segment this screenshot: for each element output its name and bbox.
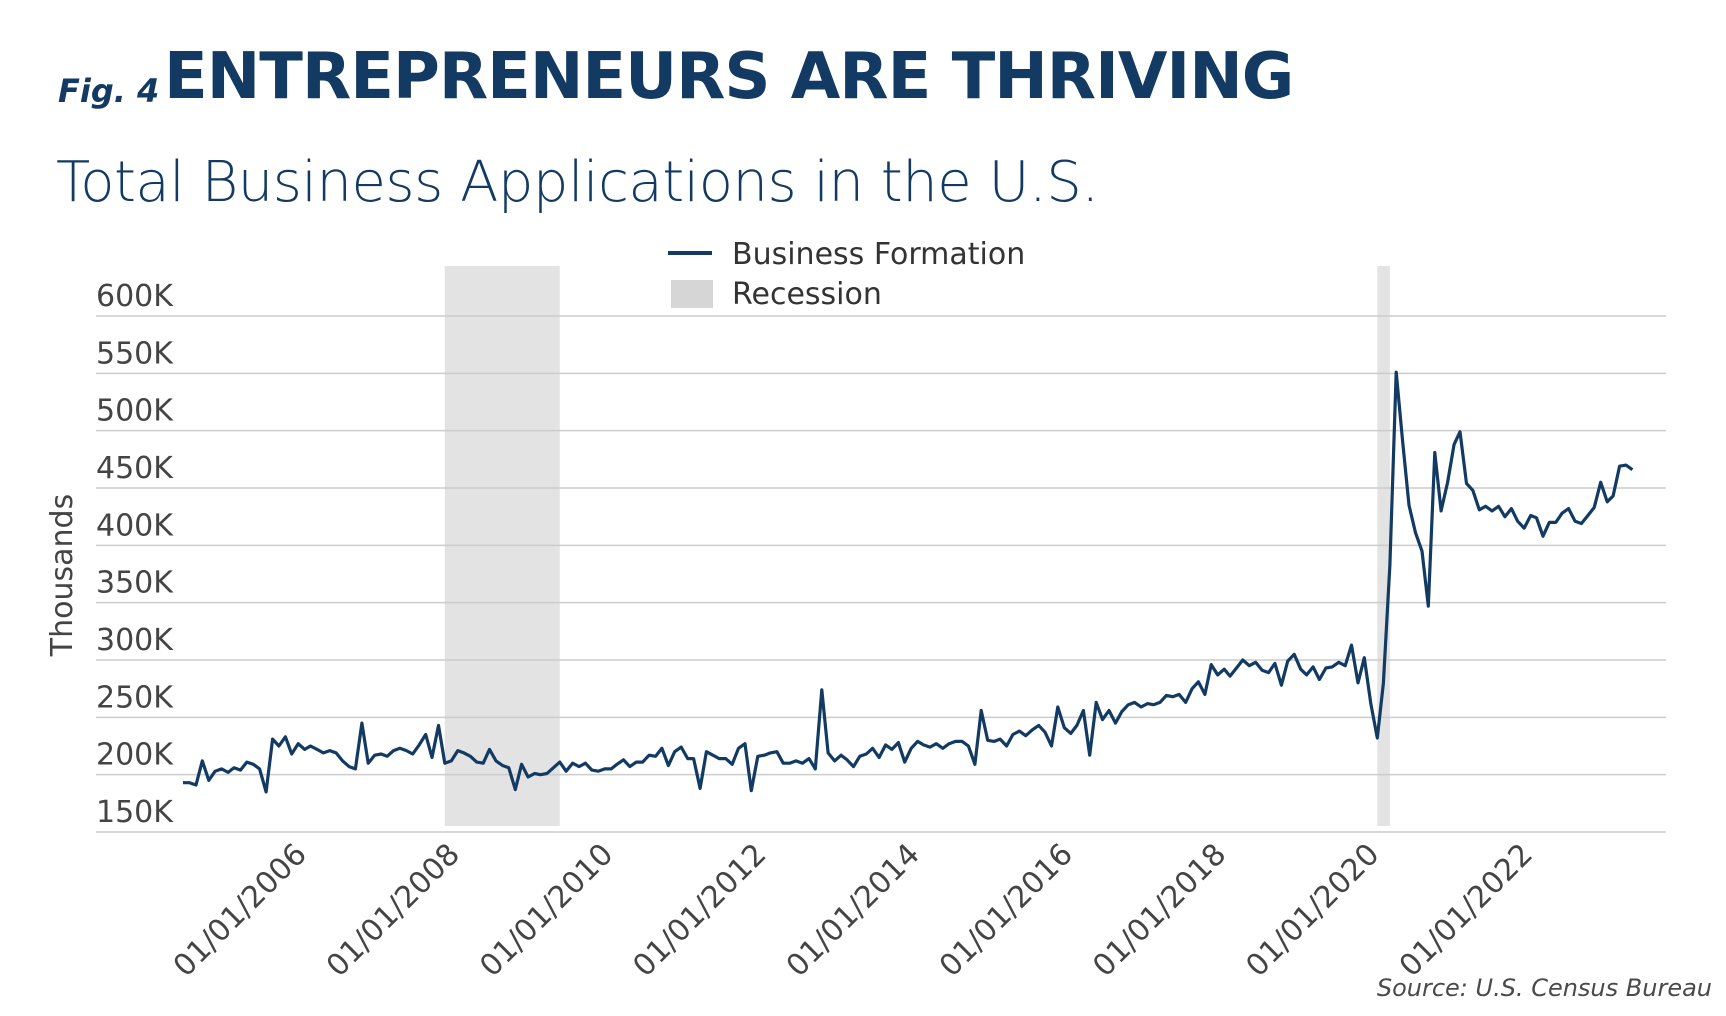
y-tick-label: 350K bbox=[96, 566, 174, 601]
y-tick-label: 450K bbox=[96, 451, 174, 486]
y-tick-label: 200K bbox=[96, 738, 174, 773]
source-note: Source: U.S. Census Bureau bbox=[1376, 974, 1712, 1002]
y-tick-label: 500K bbox=[96, 394, 174, 429]
chart-title: Total Business Applications in the U.S. bbox=[56, 150, 1099, 215]
x-tick-label: 01/01/2022 bbox=[1393, 837, 1540, 984]
legend: Business Formation Recession bbox=[668, 237, 1025, 312]
y-tick-label: 250K bbox=[96, 680, 174, 715]
x-tick-label: 01/01/2006 bbox=[167, 837, 314, 984]
x-tick-label: 01/01/2014 bbox=[780, 837, 927, 984]
legend-label-business-formation: Business Formation bbox=[732, 237, 1025, 272]
x-tick-label: 01/01/2012 bbox=[626, 837, 773, 984]
x-tick-label: 01/01/2008 bbox=[320, 837, 467, 984]
y-tick-label: 300K bbox=[96, 623, 174, 658]
x-tick-label: 01/01/2018 bbox=[1086, 837, 1233, 984]
y-tick-label: 600K bbox=[96, 279, 174, 314]
y-tick-label: 400K bbox=[96, 508, 174, 543]
legend-swatch-recession bbox=[671, 280, 713, 308]
headline: ENTREPRENEURS ARE THRIVING bbox=[164, 40, 1294, 114]
x-tick-label: 01/01/2020 bbox=[1239, 837, 1386, 984]
x-axis-ticks: 01/01/2006 01/01/2008 01/01/2010 01/01/2012… bbox=[167, 837, 1540, 984]
series-line-business-formation bbox=[183, 370, 1634, 794]
y-axis-label: Thousands bbox=[45, 494, 80, 657]
x-tick-label: 01/01/2010 bbox=[473, 837, 620, 984]
series-layer bbox=[183, 370, 1634, 794]
y-tick-label: 550K bbox=[96, 336, 174, 371]
figure-label: Fig. 4 bbox=[58, 72, 160, 110]
x-tick-label: 01/01/2016 bbox=[933, 837, 1080, 984]
y-axis-ticks: 150K 200K 250K 300K 350K 400K 450K 500K 550K 600K bbox=[96, 279, 174, 830]
legend-label-recession: Recession bbox=[732, 277, 882, 312]
gridlines bbox=[96, 315, 1666, 833]
y-tick-label: 150K bbox=[96, 795, 174, 830]
